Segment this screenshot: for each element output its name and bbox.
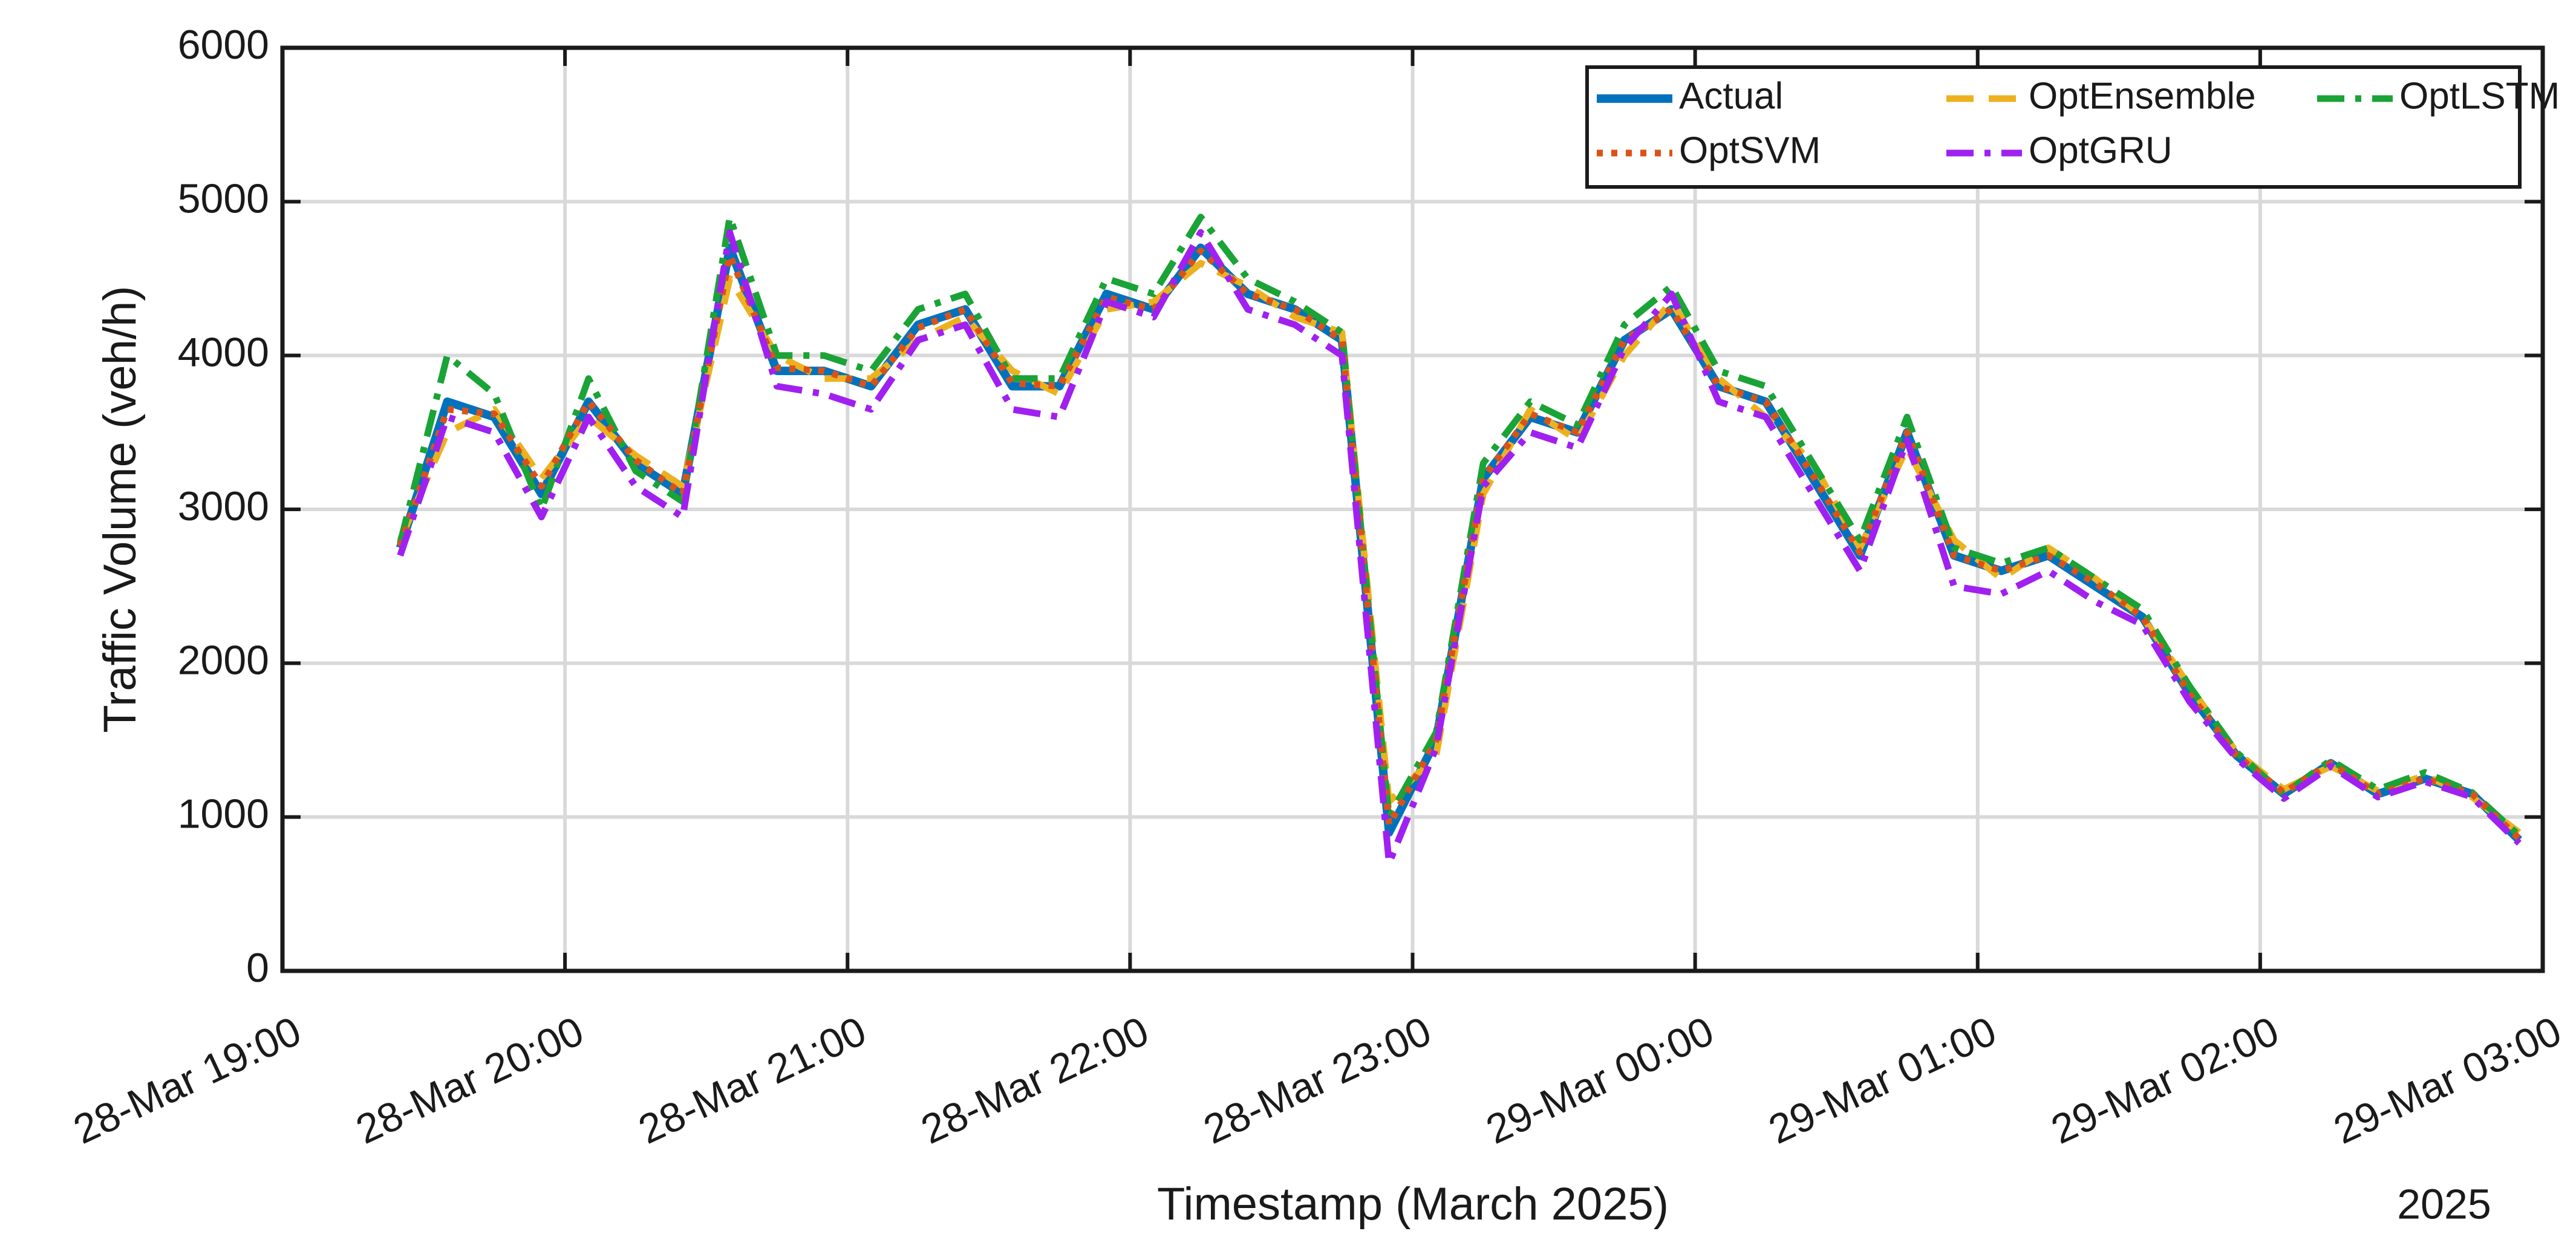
x-tick-label: 29-Mar 02:00 xyxy=(2044,1008,2286,1153)
x-tick-label: 28-Mar 21:00 xyxy=(632,1008,873,1153)
legend-label: OptSVM xyxy=(1679,129,1821,171)
series-line xyxy=(397,214,2522,838)
y-tick-label: 5000 xyxy=(178,175,269,221)
y-tick-label: 1000 xyxy=(178,791,269,837)
y-tick-label: 6000 xyxy=(178,22,269,68)
legend-label: OptLSTM xyxy=(2399,75,2560,117)
y-tick-label: 3000 xyxy=(178,483,269,529)
x-tick-label: 29-Mar 01:00 xyxy=(1762,1008,2003,1153)
legend-label: OptGRU xyxy=(2029,129,2173,171)
x-tick-label: 28-Mar 23:00 xyxy=(1197,1008,1438,1153)
x-axis-label: Timestamp (March 2025) xyxy=(1157,1178,1669,1230)
x-tick-label: 28-Mar 20:00 xyxy=(349,1008,590,1153)
series-line xyxy=(397,229,2522,867)
x-tick-label: 28-Mar 19:00 xyxy=(67,1008,308,1153)
x-tick-label: 29-Mar 00:00 xyxy=(1479,1008,1721,1153)
y-tick-label: 0 xyxy=(246,945,269,991)
x-tick-label: 29-Mar 03:00 xyxy=(2327,1008,2568,1153)
legend-label: Actual xyxy=(1679,75,1783,117)
series-line xyxy=(397,260,2522,835)
plot-frame xyxy=(280,45,2545,973)
legend-label: OptEnsemble xyxy=(2029,75,2256,117)
y-tick-label: 2000 xyxy=(178,637,269,683)
x-tick-label: 28-Mar 22:00 xyxy=(915,1008,1156,1153)
legend-box xyxy=(1585,65,2522,189)
x-secondary-label: 2025 xyxy=(2397,1180,2491,1227)
y-axis-label: Traffic Volume (veh/h) xyxy=(94,286,146,733)
y-tick-label: 4000 xyxy=(178,330,269,376)
